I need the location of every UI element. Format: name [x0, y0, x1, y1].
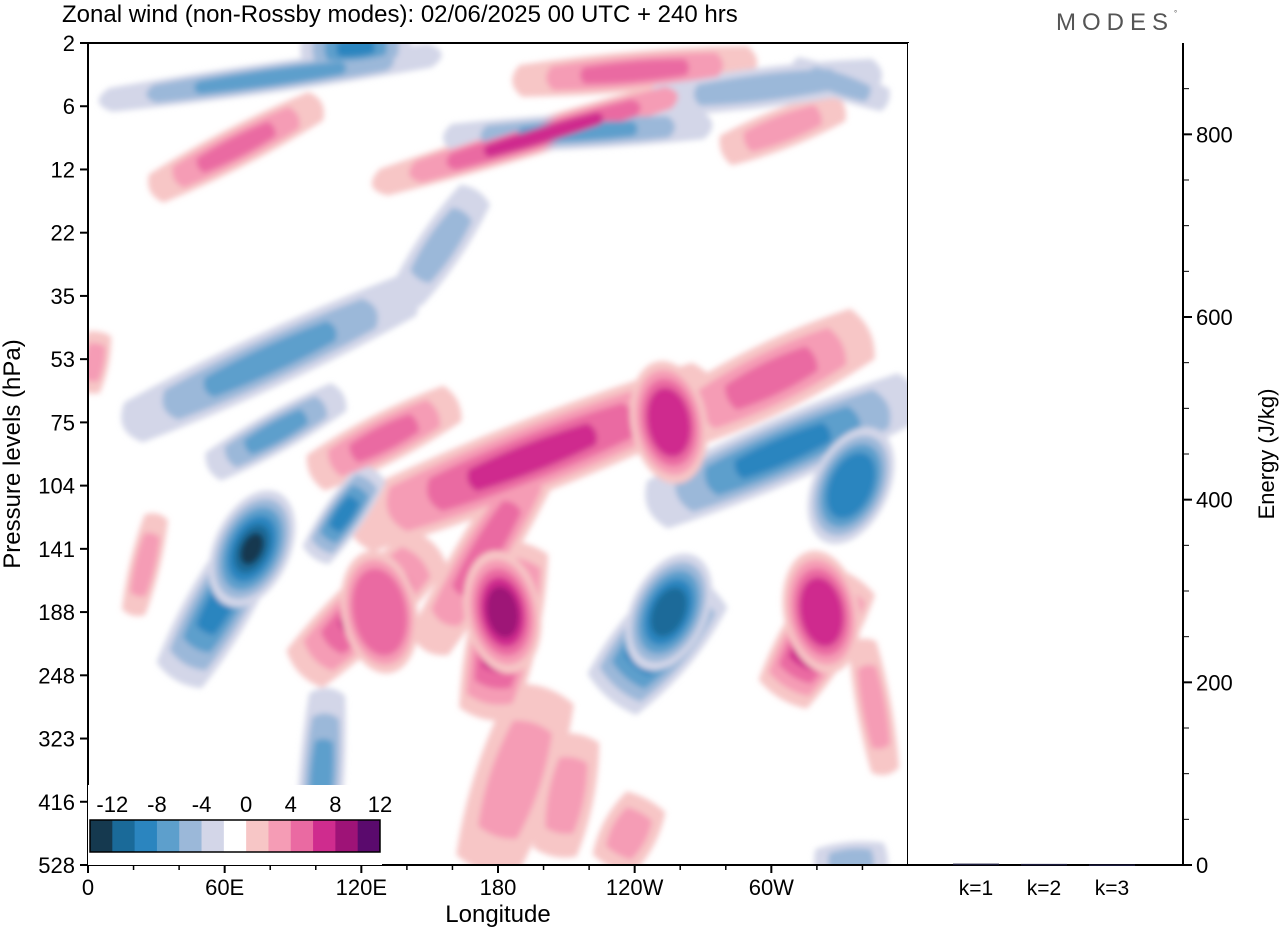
colorbar-label: 0: [240, 792, 252, 817]
x-axis: 0 60E 120E 180 120W 60W: [82, 865, 864, 900]
energy-panel: 0 200 400 600 800 k=1 k=2 k=3 Energy (J/kg): [908, 43, 1279, 900]
x-tick-label: 60W: [749, 875, 794, 900]
positive-core: [646, 387, 691, 458]
energy-tick-label: 0: [1196, 853, 1208, 878]
positive-wind-band: [724, 346, 818, 410]
y-tick-label: 12: [51, 157, 75, 182]
y-axis: 2 6 12 22 35 53 75 104 141 188 248 323 416 528: [38, 31, 88, 878]
y-tick-label: 53: [51, 347, 75, 372]
positive-core: [799, 577, 844, 647]
colorbar-swatch: [313, 820, 336, 852]
negative-wind-band: [194, 61, 347, 94]
negative-wind-band: [203, 321, 337, 398]
y-tick-label: 248: [38, 663, 75, 688]
colorbar-swatch: [156, 820, 180, 852]
negative-wind-band: [828, 848, 874, 865]
negative-core: [650, 587, 688, 637]
modes-logo: MODES°: [1056, 9, 1178, 36]
colorbar-label: -4: [192, 792, 212, 817]
energy-categories: k=1 k=2 k=3: [959, 877, 1129, 900]
colorbar-swatch: [134, 820, 158, 852]
chart-title: Zonal wind (non-Rossby modes): 02/06/202…: [62, 1, 738, 28]
positive-wind-band: [349, 413, 420, 463]
positive-core: [351, 568, 408, 656]
x-tick-label: 120E: [336, 875, 387, 900]
energy-plot-background: [908, 43, 1183, 865]
colorbar: -12 -8 -4 0 4 8 12: [88, 785, 392, 865]
energy-bar: [1021, 863, 1067, 866]
x-tick-label: 60E: [205, 875, 244, 900]
colorbar-swatch: [112, 820, 136, 852]
y-tick-label: 22: [51, 221, 75, 246]
contour-bands: [88, 43, 908, 865]
negative-wind-band: [410, 207, 472, 284]
colorbar-swatch: [290, 820, 314, 852]
y-tick-label: 2: [63, 31, 75, 56]
energy-tick-label: 400: [1196, 488, 1233, 513]
positive-wind-band: [88, 343, 106, 382]
negative-core: [240, 532, 264, 565]
negative-core: [826, 452, 876, 519]
colorbar-swatch: [268, 820, 292, 852]
y-tick-label: 75: [51, 410, 75, 435]
x-axis-label: Longitude: [445, 901, 550, 928]
negative-wind-band: [693, 68, 838, 106]
energy-y-axis: 0 200 400 600 800: [1183, 88, 1233, 878]
colorbar-swatch: [179, 820, 203, 852]
y-tick-label: 188: [38, 600, 75, 625]
energy-bar: [953, 863, 999, 866]
colorbar-swatch: [201, 820, 225, 852]
y-tick-label: 104: [38, 474, 75, 499]
energy-category-label: k=1: [959, 877, 993, 900]
y-axis-label: Pressure levels (hPa): [0, 339, 26, 568]
colorbar-swatch: [335, 820, 359, 852]
energy-tick-label: 600: [1196, 305, 1233, 330]
energy-axis-label: Energy (J/kg): [1254, 389, 1279, 520]
colorbar-label: 12: [368, 792, 392, 817]
y-tick-label: 323: [38, 727, 75, 752]
positive-wind-band: [580, 59, 690, 84]
colorbar-swatch: [90, 820, 113, 852]
negative-wind-band: [734, 422, 831, 480]
positive-wind-band: [857, 664, 891, 749]
positive-core: [486, 586, 519, 638]
energy-bar: [1089, 864, 1135, 866]
colorbar-label: 4: [285, 792, 297, 817]
x-tick-label: 120W: [606, 875, 664, 900]
y-tick-label: 35: [51, 284, 75, 309]
colorbar-swatch: [223, 820, 247, 852]
positive-wind-band: [743, 104, 822, 152]
positive-wind-band: [130, 532, 160, 597]
energy-tick-label: 800: [1196, 122, 1233, 147]
positive-wind-band: [545, 757, 588, 834]
positive-wind-band: [483, 112, 604, 158]
colorbar-swatch: [357, 820, 381, 852]
energy-category-label: k=2: [1027, 877, 1061, 900]
negative-wind-band: [336, 43, 375, 57]
colorbar-label: -12: [96, 792, 128, 817]
y-tick-label: 528: [38, 853, 75, 878]
positive-wind-band: [196, 121, 276, 173]
negative-wind-band: [244, 409, 308, 455]
positive-wind-band: [467, 423, 598, 492]
x-tick-label: 180: [480, 875, 517, 900]
energy-bars: [953, 863, 1135, 866]
colorbar-label: -8: [147, 792, 167, 817]
positive-wind-band: [605, 807, 653, 860]
y-tick-label: 141: [38, 537, 75, 562]
y-tick-label: 6: [63, 94, 75, 119]
positive-wind-band: [478, 720, 553, 839]
x-tick-label: 0: [82, 875, 94, 900]
energy-tick-label: 200: [1196, 670, 1233, 695]
y-tick-label: 416: [38, 790, 75, 815]
colorbar-swatch: [246, 820, 269, 852]
energy-category-label: k=3: [1095, 877, 1129, 900]
colorbar-label: 8: [329, 792, 341, 817]
contour-field: [88, 43, 908, 865]
colorbar-frame: [89, 819, 381, 853]
negative-wind-band: [808, 66, 871, 102]
contour-panel: 0 60E 120E 180 120W 60W 2 6 12 22 35 53 75 104 141 188…: [0, 31, 909, 928]
negative-wind-band: [328, 495, 360, 533]
